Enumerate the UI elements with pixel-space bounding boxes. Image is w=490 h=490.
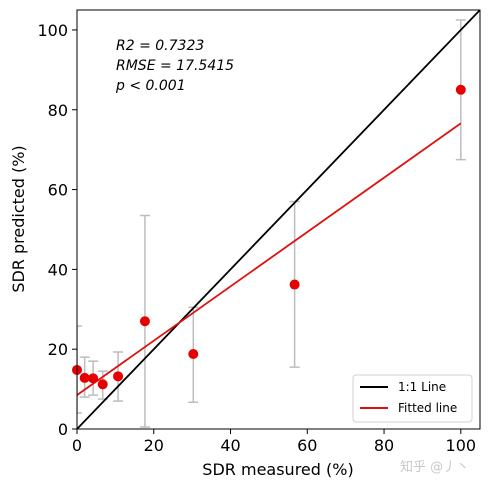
- data-point: [113, 371, 124, 382]
- series-lines: [77, 10, 480, 429]
- watermark: 知乎 @丿丶: [400, 459, 469, 475]
- data-point: [97, 379, 108, 390]
- rmse-annotation: RMSE = 17.5415: [116, 58, 234, 74]
- legend-label-1to1: 1:1 Line: [398, 380, 446, 394]
- x-tick-label: 60: [297, 436, 317, 455]
- axis-ticks: 0 20 40 60 80 100 0 20 40 60 80 100: [37, 21, 476, 455]
- p-value-annotation: p < 0.001: [115, 78, 186, 94]
- data-points: [72, 84, 466, 390]
- plot-frame: [76, 9, 481, 430]
- x-tick-label: 40: [220, 436, 240, 455]
- y-tick-label: 100: [37, 21, 68, 40]
- x-tick-label: 20: [144, 436, 164, 455]
- x-tick-label: 80: [374, 436, 394, 455]
- y-tick-label: 0: [58, 420, 68, 439]
- y-tick-label: 40: [48, 260, 68, 279]
- data-point: [139, 316, 150, 327]
- data-point: [188, 348, 199, 359]
- x-tick-label: 0: [72, 436, 82, 455]
- y-axis-title: SDR predicted (%): [9, 145, 28, 292]
- one-to-one-line: [77, 10, 480, 429]
- data-point: [289, 279, 300, 290]
- x-axis-title: SDR measured (%): [202, 460, 353, 479]
- fitted-line: [77, 122, 462, 396]
- y-tick-label: 80: [48, 101, 68, 120]
- y-tick-label: 60: [48, 181, 68, 200]
- data-point: [79, 372, 90, 383]
- data-point: [88, 373, 99, 384]
- r2-annotation: R2 = 0.7323: [116, 38, 204, 54]
- data-point: [455, 84, 466, 95]
- legend-label-fitted: Fitted line: [398, 401, 457, 415]
- legend: 1:1 Line Fitted line: [352, 374, 473, 423]
- y-tick-label: 20: [48, 340, 68, 359]
- x-tick-label: 100: [446, 436, 477, 455]
